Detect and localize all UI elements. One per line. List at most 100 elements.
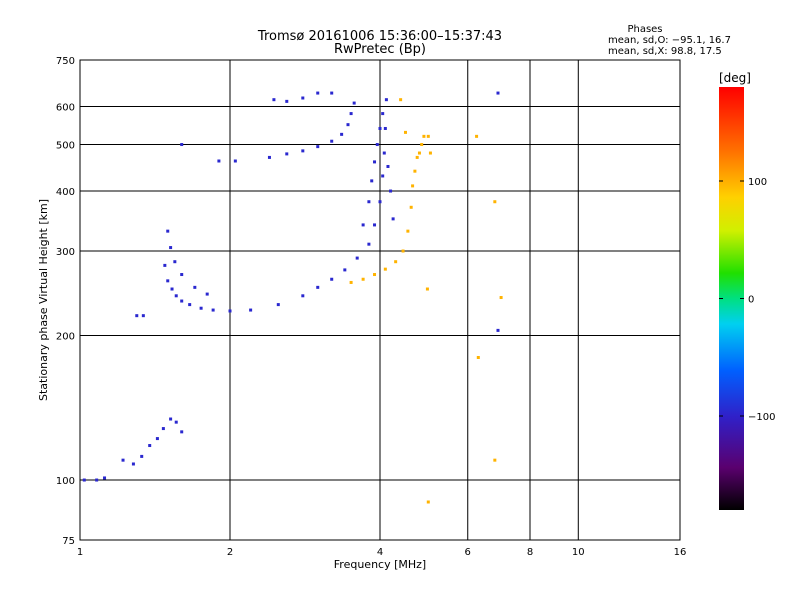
y-axis-ticks: 75 100 200 300 400 500 600 750 bbox=[56, 56, 75, 547]
colorbar-tick-label: 100 bbox=[748, 177, 767, 188]
y-tick-label: 500 bbox=[56, 141, 75, 152]
chart-subtitle: RwPretec (Bp) bbox=[334, 42, 426, 57]
data-point-O bbox=[169, 246, 173, 250]
data-point-O bbox=[375, 143, 379, 147]
data-point-X bbox=[411, 184, 415, 188]
data-point-O bbox=[103, 476, 107, 480]
plot-grid bbox=[80, 60, 680, 540]
data-point-O bbox=[217, 159, 221, 163]
data-point-O bbox=[180, 430, 184, 434]
data-point-O bbox=[373, 223, 377, 227]
data-point-O bbox=[340, 132, 344, 136]
data-point-X bbox=[499, 296, 503, 300]
data-point-O bbox=[166, 279, 170, 283]
data-point-X bbox=[406, 229, 410, 233]
data-point-O bbox=[367, 200, 371, 204]
colorbar-tick-label: −100 bbox=[748, 412, 775, 423]
data-point-O bbox=[249, 308, 253, 312]
data-point-O bbox=[174, 420, 178, 424]
data-point-X bbox=[493, 458, 497, 462]
data-point-O bbox=[346, 123, 350, 127]
colorbar-tick-label: 0 bbox=[748, 295, 754, 306]
data-point-O bbox=[170, 287, 174, 291]
y-axis-label: Stationary phase Virtual Height [km] bbox=[37, 199, 50, 401]
data-point-X bbox=[417, 151, 421, 155]
x-tick-label: 16 bbox=[674, 547, 687, 558]
data-point-O bbox=[381, 174, 385, 178]
data-point-O bbox=[496, 328, 500, 332]
data-point-O bbox=[285, 99, 289, 103]
plot-points bbox=[82, 91, 503, 504]
y-tick-label: 600 bbox=[56, 103, 75, 114]
data-point-O bbox=[211, 308, 215, 312]
data-point-O bbox=[378, 126, 382, 130]
data-point-O bbox=[383, 126, 387, 130]
phase-stats-x: mean, sd,X: 98.8, 17.5 bbox=[608, 46, 722, 57]
data-point-X bbox=[361, 277, 365, 281]
data-point-O bbox=[352, 101, 356, 105]
data-point-X bbox=[413, 169, 417, 173]
data-point-X bbox=[373, 273, 377, 277]
x-tick-label: 1 bbox=[77, 547, 83, 558]
data-point-O bbox=[161, 427, 165, 431]
data-point-O bbox=[367, 242, 371, 246]
data-point-O bbox=[384, 98, 388, 102]
data-point-O bbox=[330, 91, 334, 95]
y-tick-label: 750 bbox=[56, 56, 75, 67]
data-point-O bbox=[370, 179, 374, 183]
x-tick-label: 8 bbox=[527, 547, 533, 558]
data-point-O bbox=[193, 285, 197, 289]
data-point-O bbox=[373, 160, 377, 164]
data-point-X bbox=[349, 280, 353, 284]
data-point-O bbox=[199, 306, 203, 310]
data-point-X bbox=[493, 200, 497, 204]
data-point-O bbox=[95, 478, 99, 482]
data-point-O bbox=[316, 91, 320, 95]
data-point-O bbox=[391, 217, 395, 221]
data-point-O bbox=[343, 268, 347, 272]
y-tick-label: 300 bbox=[56, 247, 75, 258]
data-point-X bbox=[426, 500, 430, 504]
data-point-O bbox=[173, 260, 177, 264]
data-point-O bbox=[131, 462, 135, 466]
data-point-O bbox=[228, 309, 232, 313]
data-point-O bbox=[82, 478, 86, 482]
data-point-O bbox=[386, 164, 390, 168]
data-point-O bbox=[169, 417, 173, 421]
data-point-O bbox=[121, 458, 125, 462]
data-point-O bbox=[180, 143, 184, 147]
data-point-X bbox=[426, 134, 430, 138]
data-point-O bbox=[349, 112, 353, 116]
data-point-O bbox=[188, 303, 192, 307]
data-point-X bbox=[422, 134, 426, 138]
data-point-O bbox=[267, 155, 271, 159]
chart-title: Tromsø 20161006 15:36:00–15:37:43 bbox=[257, 29, 502, 44]
data-point-X bbox=[394, 260, 398, 264]
phase-stats-o: mean, sd,O: −95.1, 16.7 bbox=[608, 35, 731, 46]
data-point-X bbox=[401, 249, 405, 253]
data-point-X bbox=[409, 205, 413, 209]
data-point-X bbox=[415, 155, 419, 159]
data-point-X bbox=[476, 355, 480, 359]
data-point-O bbox=[163, 263, 167, 267]
x-tick-label: 6 bbox=[465, 547, 471, 558]
data-point-O bbox=[316, 285, 320, 289]
data-point-X bbox=[428, 151, 432, 155]
data-point-O bbox=[148, 444, 152, 448]
x-axis-label: Frequency [MHz] bbox=[334, 558, 426, 571]
data-point-O bbox=[285, 152, 289, 156]
data-point-O bbox=[301, 294, 305, 298]
colorbar bbox=[719, 87, 744, 510]
data-point-O bbox=[330, 139, 334, 143]
data-point-X bbox=[425, 287, 429, 291]
data-point-O bbox=[166, 229, 170, 233]
y-tick-label: 100 bbox=[56, 476, 75, 487]
data-point-X bbox=[399, 98, 403, 102]
data-point-O bbox=[272, 98, 276, 102]
phase-stats-title: Phases bbox=[627, 24, 662, 35]
y-tick-label: 400 bbox=[56, 187, 75, 198]
x-tick-label: 2 bbox=[227, 547, 233, 558]
data-point-X bbox=[420, 143, 424, 147]
data-point-O bbox=[355, 256, 359, 260]
